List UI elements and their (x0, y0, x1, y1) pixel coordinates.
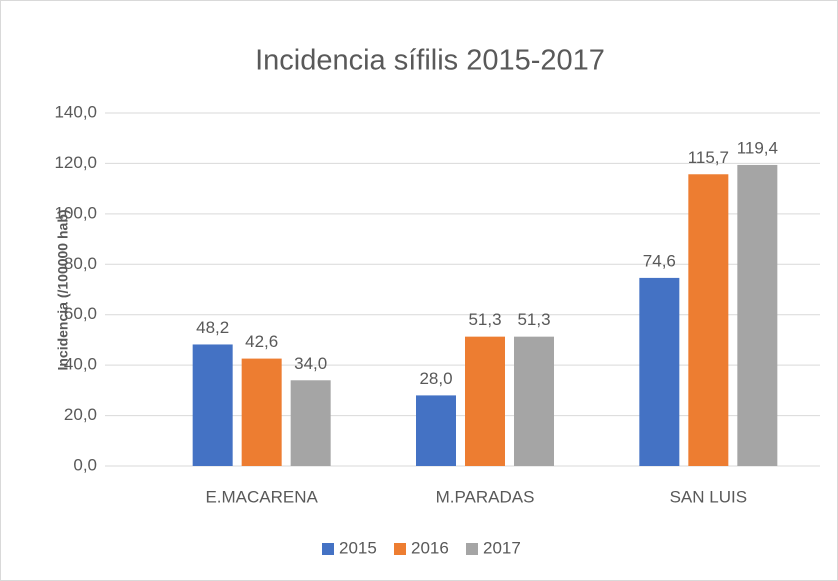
data-label: 119,4 (737, 138, 778, 157)
bar (241, 358, 282, 466)
legend-swatch (466, 543, 478, 555)
y-tick-label: 0,0 (73, 455, 97, 474)
bar (290, 380, 331, 466)
x-tick-label: SAN LUIS (670, 487, 747, 506)
y-tick-label: 20,0 (64, 405, 97, 424)
chart-title: Incidencia sífilis 2015-2017 (255, 45, 605, 77)
data-label: 34,0 (294, 354, 327, 373)
y-tick-label: 80,0 (64, 254, 97, 273)
legend-label: 2017 (483, 538, 521, 557)
bar (192, 344, 233, 466)
y-tick-label: 120,0 (54, 153, 97, 172)
data-label: 51,3 (468, 310, 501, 329)
x-tick-label: M.PARADAS (436, 487, 535, 506)
bar (465, 336, 505, 466)
y-tick-label: 100,0 (54, 203, 97, 222)
data-label: 51,3 (517, 310, 550, 329)
data-label: 48,2 (196, 318, 229, 337)
legend-swatch (322, 543, 334, 555)
legend-label: 2016 (411, 538, 449, 557)
bar (688, 174, 729, 466)
y-tick-label: 140,0 (54, 102, 97, 121)
x-tick-label: E.MACARENA (205, 487, 318, 506)
bar (514, 336, 554, 466)
data-label: 28,0 (419, 369, 452, 388)
data-label: 74,6 (643, 251, 676, 270)
y-axis-title: Incidencia (/100000 hab) (55, 209, 71, 370)
bar (737, 164, 778, 467)
data-label: 42,6 (245, 332, 278, 351)
y-tick-label: 60,0 (64, 304, 97, 323)
bar (416, 395, 456, 466)
bar (639, 277, 680, 466)
legend-label: 2015 (339, 538, 377, 557)
y-tick-label: 40,0 (64, 355, 97, 374)
legend-swatch (394, 543, 406, 555)
data-label: 115,7 (688, 148, 729, 167)
